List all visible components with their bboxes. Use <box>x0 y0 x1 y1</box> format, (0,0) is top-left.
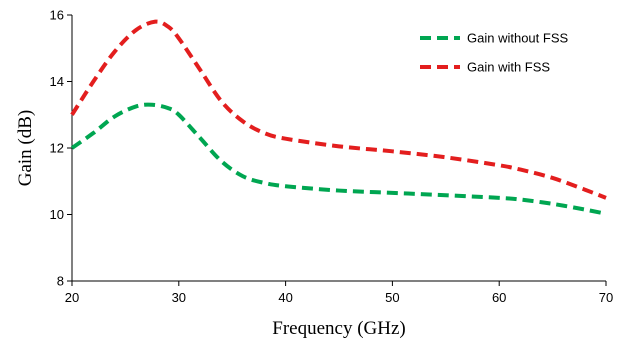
x-tick-label: 70 <box>599 290 613 305</box>
x-tick-label: 40 <box>278 290 292 305</box>
x-tick-label: 20 <box>65 290 79 305</box>
x-tick-label: 30 <box>172 290 186 305</box>
series-layer <box>70 19 607 216</box>
y-tick-label: 8 <box>57 274 64 289</box>
x-axis-ticks: 20 30 40 50 60 70 <box>65 281 613 305</box>
x-tick-label: 60 <box>492 290 506 305</box>
y-tick-label: 10 <box>50 207 64 222</box>
y-tick-label: 12 <box>50 141 64 156</box>
gain-with-fss-line <box>70 19 607 200</box>
legend: Gain without FSS Gain with FSS <box>420 31 568 75</box>
y-tick-label: 14 <box>50 74 64 89</box>
x-tick-label: 50 <box>385 290 399 305</box>
y-axis-title: Gain (dB) <box>15 110 36 187</box>
legend-label-gain-with-fss: Gain with FSS <box>467 60 550 75</box>
legend-label-gain-without-fss: Gain without FSS <box>467 31 568 46</box>
y-axis-ticks: 8 10 12 14 16 <box>50 8 72 289</box>
gain-without-fss-line <box>70 102 607 216</box>
y-tick-label: 16 <box>50 8 64 23</box>
x-axis-title: Frequency (GHz) <box>272 318 405 339</box>
